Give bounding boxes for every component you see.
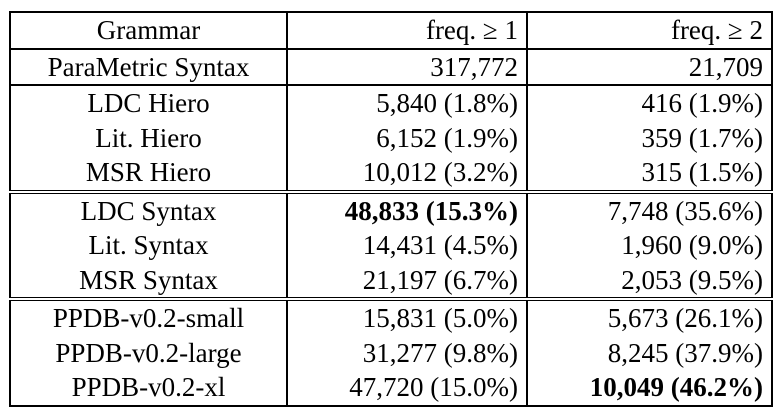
table-row: MSR Syntax 21,197 (6.7%) 2,053 (9.5%): [9, 262, 773, 299]
grammar-cell: Lit. Syntax: [9, 228, 288, 263]
grammar-cell: ParaMetric Syntax: [9, 47, 288, 85]
freq1-cell: 317,772: [286, 47, 528, 85]
freq1-cell: 31,277 (9.8%): [286, 335, 528, 370]
table-row: Lit. Hiero 6,152 (1.9%) 359 (1.7%): [9, 120, 773, 155]
grammar-cell: LDC Hiero: [9, 84, 288, 121]
header-grammar: Grammar: [9, 11, 288, 49]
grammar-cell: PPDB-v0.2-large: [9, 335, 288, 370]
freq1-cell: 47,720 (15.0%): [286, 370, 528, 407]
freq1-cell: 6,152 (1.9%): [286, 120, 528, 155]
table-row: MSR Hiero 10,012 (3.2%) 315 (1.5%): [9, 155, 773, 192]
freq1-cell-best: 48,833 (15.3%): [286, 189, 528, 228]
table-row: LDC Syntax 48,833 (15.3%) 7,748 (35.6%): [9, 189, 773, 228]
freq1-cell: 21,197 (6.7%): [286, 262, 528, 299]
grammar-cell: MSR Hiero: [9, 155, 288, 192]
grammar-cell: PPDB-v0.2-small: [9, 297, 288, 336]
freq2-cell: 7,748 (35.6%): [526, 189, 773, 228]
freq2-cell: 5,673 (26.1%): [526, 297, 773, 336]
table-row: Lit. Syntax 14,431 (4.5%) 1,960 (9.0%): [9, 228, 773, 263]
freq1-cell: 5,840 (1.8%): [286, 84, 528, 121]
table-row: LDC Hiero 5,840 (1.8%) 416 (1.9%): [9, 84, 773, 121]
header-freq-ge-1: freq. ≥ 1: [286, 11, 528, 49]
freq2-cell: 1,960 (9.0%): [526, 228, 773, 263]
grammar-cell: LDC Syntax: [9, 189, 288, 228]
grammar-cell: MSR Syntax: [9, 262, 288, 299]
freq2-cell: 315 (1.5%): [526, 155, 773, 192]
table-row-parametric: ParaMetric Syntax 317,772 21,709: [9, 47, 773, 85]
header-freq-ge-2: freq. ≥ 2: [526, 11, 773, 49]
freq1-cell: 14,431 (4.5%): [286, 228, 528, 263]
table-row: PPDB-v0.2-xl 47,720 (15.0%) 10,049 (46.2…: [9, 370, 773, 407]
freq2-cell: 359 (1.7%): [526, 120, 773, 155]
grammar-cell: PPDB-v0.2-xl: [9, 370, 288, 407]
freq2-cell: 2,053 (9.5%): [526, 262, 773, 299]
grammar-frequency-table: Grammar freq. ≥ 1 freq. ≥ 2 ParaMetric S…: [9, 11, 773, 407]
header-row: Grammar freq. ≥ 1 freq. ≥ 2: [9, 11, 773, 49]
freq1-cell: 10,012 (3.2%): [286, 155, 528, 192]
freq1-cell: 15,831 (5.0%): [286, 297, 528, 336]
freq2-cell: 8,245 (37.9%): [526, 335, 773, 370]
freq2-cell-best: 10,049 (46.2%): [526, 370, 773, 407]
results-table-container: Grammar freq. ≥ 1 freq. ≥ 2 ParaMetric S…: [9, 11, 773, 407]
grammar-cell: Lit. Hiero: [9, 120, 288, 155]
freq2-cell: 416 (1.9%): [526, 84, 773, 121]
table-row: PPDB-v0.2-large 31,277 (9.8%) 8,245 (37.…: [9, 335, 773, 370]
table-row: PPDB-v0.2-small 15,831 (5.0%) 5,673 (26.…: [9, 297, 773, 336]
freq2-cell: 21,709: [526, 47, 773, 85]
